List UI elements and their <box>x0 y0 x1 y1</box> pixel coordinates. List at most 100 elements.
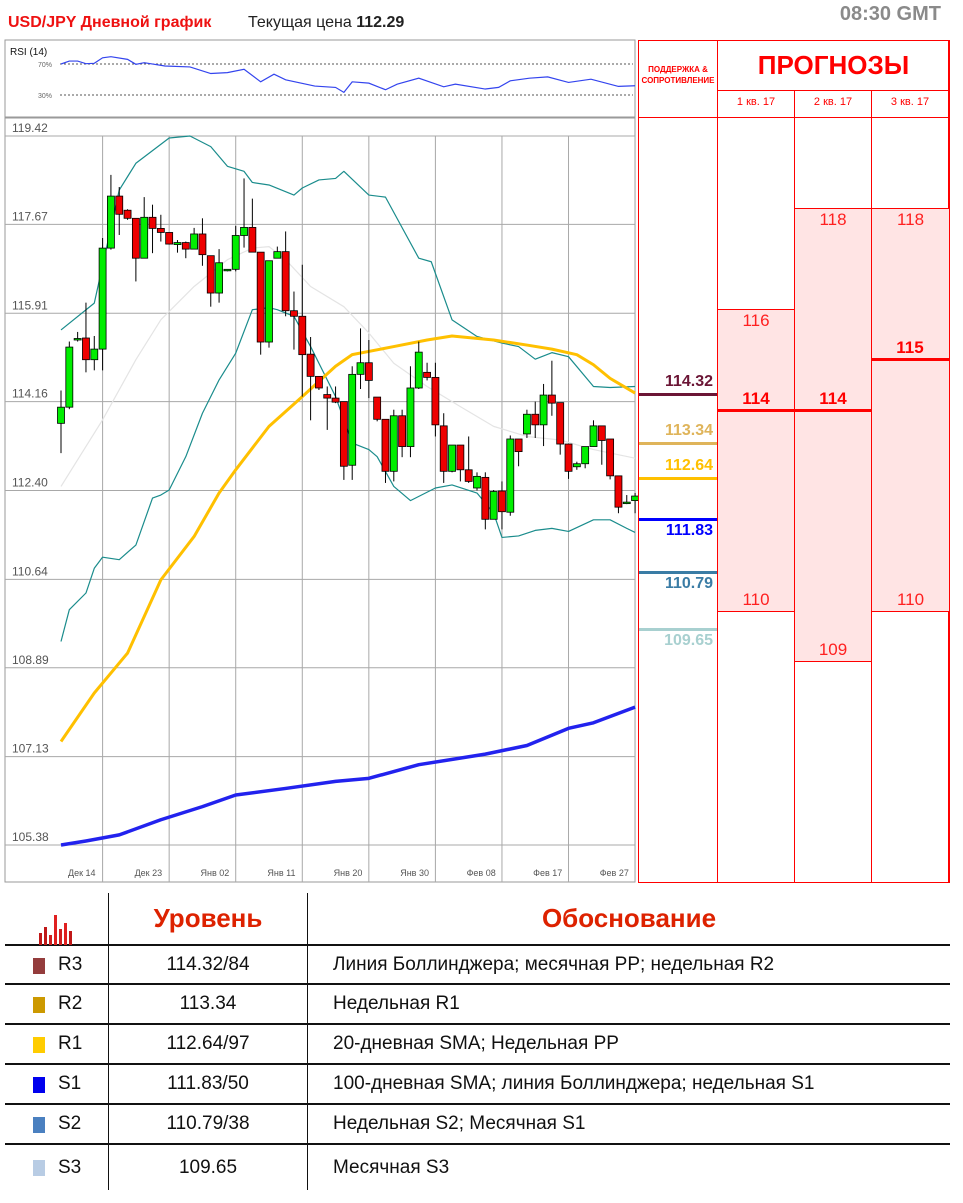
quarter-label: 2 кв. 17 <box>813 96 853 108</box>
level-line-r1 <box>639 477 717 481</box>
candle <box>381 418 390 483</box>
level-name: R1 <box>58 1033 83 1054</box>
candle <box>614 475 623 514</box>
candle <box>181 241 190 259</box>
rsi-title: RSI (14) <box>10 47 47 58</box>
table-row: R2 113.34 Недельная R1 <box>5 985 950 1025</box>
rsi-line <box>60 56 636 94</box>
candle-body <box>215 262 223 294</box>
bar-chart-icon <box>39 914 72 945</box>
candle-body <box>414 351 423 389</box>
table-header: Уровень Обоснование <box>5 893 950 946</box>
x-tick-label: Янв 11 <box>267 868 295 878</box>
candle-body <box>339 401 348 467</box>
candle-body <box>614 475 623 508</box>
level-reason: Месячная S3 <box>307 1145 950 1190</box>
candle-body <box>572 463 581 468</box>
forecast-target: 115 <box>896 338 924 358</box>
indicator-line <box>60 705 636 847</box>
candle <box>406 366 415 458</box>
candle <box>439 413 448 483</box>
level-value: 114.32/84 <box>108 946 307 983</box>
y-tick-label: 114.16 <box>12 387 48 401</box>
level-reason: Недельная R1 <box>307 985 950 1023</box>
candle <box>572 461 581 470</box>
x-tick-label: Янв 20 <box>334 868 363 878</box>
candle <box>215 249 223 303</box>
y-tick-label: 105.38 <box>12 830 49 844</box>
level-value: 109.65 <box>108 1145 307 1190</box>
candle-body <box>489 491 498 520</box>
candle-body <box>315 375 323 389</box>
candle-body <box>481 476 490 520</box>
candle <box>331 386 340 404</box>
level-name-cell: S2 <box>5 1105 108 1143</box>
forecast-low: 110 <box>742 589 770 609</box>
y-tick-label: 117.67 <box>12 209 48 223</box>
candle-body <box>506 438 515 513</box>
candle-body <box>265 260 273 343</box>
table-row: S2 110.79/38 Недельная S2; Месячная S1 <box>5 1105 950 1145</box>
candle-body <box>190 233 199 250</box>
candle-body <box>448 444 456 472</box>
candle <box>98 238 107 371</box>
y-tick-label: 112.40 <box>12 476 48 490</box>
level-line-s3 <box>639 628 717 632</box>
indicator-line <box>59 334 636 743</box>
candle <box>323 386 332 430</box>
forecast-high: 118 <box>819 209 847 229</box>
divider <box>717 90 949 91</box>
candle-body <box>547 394 556 404</box>
candle <box>265 260 273 348</box>
rsi-level-label: 30% <box>38 93 52 100</box>
candle <box>498 481 506 530</box>
price-chart: RSI (14) 70% 30% 119.42 117.67 115.91 114.16… <box>4 39 639 883</box>
candle-body <box>473 475 481 489</box>
level-name: S1 <box>58 1073 82 1094</box>
candle-body <box>65 346 74 408</box>
candle-body <box>148 216 157 229</box>
candle <box>564 443 573 479</box>
x-tick-label: Фев 08 <box>467 868 496 878</box>
candle-body <box>423 371 431 378</box>
candle-body <box>98 247 107 350</box>
level-header: Уровень <box>108 893 307 944</box>
candle-body <box>273 251 282 259</box>
candle <box>448 444 456 473</box>
candle-body <box>556 402 565 445</box>
candle <box>489 489 498 520</box>
level-name-cell: S1 <box>5 1065 108 1103</box>
candle-body <box>290 310 298 317</box>
table-row: R3 114.32/84 Линия Боллинджера; месячная P… <box>5 946 950 985</box>
level-color-swatch <box>33 1077 45 1093</box>
candle-body <box>564 443 573 472</box>
candle <box>306 336 315 421</box>
candle <box>131 217 140 282</box>
table-row: S3 109.65 Месячная S3 <box>5 1145 950 1190</box>
candle <box>364 340 373 399</box>
level-color-swatch <box>33 997 45 1013</box>
reason-header: Обоснование <box>307 893 950 944</box>
candle <box>281 231 290 317</box>
candle <box>431 362 440 437</box>
indicator-line <box>60 135 636 389</box>
candle <box>190 227 199 250</box>
forecast-range-q1: 116 110 <box>717 308 795 612</box>
forecast-low: 110 <box>896 589 925 609</box>
candle-body <box>439 425 448 472</box>
candle <box>606 438 615 480</box>
candle-body <box>131 217 140 259</box>
candle-body <box>498 490 506 513</box>
candle <box>107 174 115 250</box>
y-tick-label: 110.64 <box>12 564 48 578</box>
candle-body <box>306 353 315 377</box>
level-name-cell: R3 <box>5 946 108 983</box>
candle-body <box>331 397 340 403</box>
level-value: 111.83/50 <box>108 1065 307 1103</box>
candle <box>256 251 265 355</box>
candle <box>115 187 124 235</box>
indicator-line <box>60 307 636 642</box>
forecast-range-q2: 118 109 <box>794 207 872 663</box>
candle-body <box>356 362 365 375</box>
candle-body <box>231 235 240 270</box>
